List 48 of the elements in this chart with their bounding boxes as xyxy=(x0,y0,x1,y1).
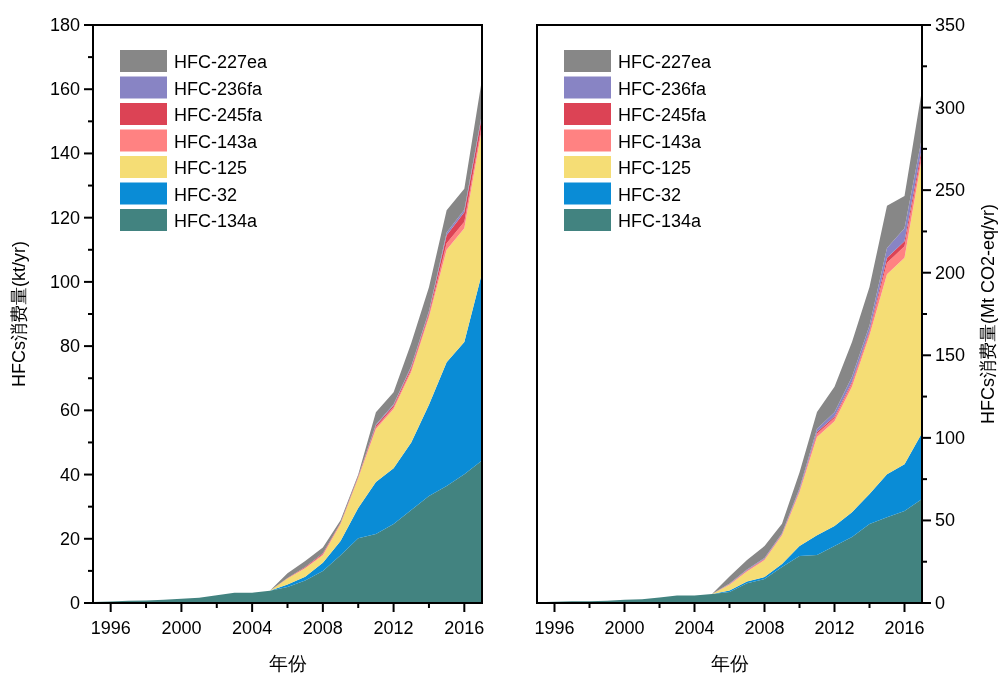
legend-label: HFC-245fa xyxy=(618,105,708,125)
legend-label: HFC-134a xyxy=(618,211,703,231)
legend-label: HFC-125 xyxy=(174,158,248,178)
legend-label: HFC-245fa xyxy=(174,105,264,125)
x-tick-label: 2000 xyxy=(604,618,645,638)
y-tick-label: 140 xyxy=(49,143,80,164)
x-tick-label: 1996 xyxy=(90,618,131,638)
x-tick-label: 2012 xyxy=(814,618,855,638)
y2-tick-label: 100 xyxy=(935,427,966,448)
x-tick-label: 2004 xyxy=(232,618,273,638)
legend-label: HFC-236fa xyxy=(174,78,264,99)
y2-tick-label: 150 xyxy=(935,345,966,366)
legend-label: HFC-143a xyxy=(618,131,703,152)
legend-label: HFC-134a xyxy=(174,211,259,231)
y2-tick-label: 0 xyxy=(935,593,946,613)
x-axis-title: 年份 xyxy=(268,653,307,674)
x-tick-label: 2012 xyxy=(373,618,414,638)
y-tick-label: 100 xyxy=(49,271,80,292)
legend-label: HFC-32 xyxy=(618,184,682,205)
x-tick-label: 2004 xyxy=(674,618,715,638)
y2-axis-title: HFCs消费量(Mt CO2-eq/yr) xyxy=(978,204,998,424)
x-tick-label: 2016 xyxy=(884,618,925,638)
legend-label: HFC-236fa xyxy=(618,78,708,99)
y-axis-title: HFCs消费量(kt/yr) xyxy=(9,241,29,387)
y-tick-label: 0 xyxy=(69,593,80,613)
y-tick-label: 40 xyxy=(59,464,80,485)
y2-tick-label: 200 xyxy=(935,262,966,283)
y-tick-label: 60 xyxy=(59,400,80,421)
x-tick-label: 2008 xyxy=(302,618,343,638)
y-tick-label: 20 xyxy=(59,528,80,549)
y2-tick-label: 300 xyxy=(935,97,966,118)
y2-tick-label: 350 xyxy=(935,15,966,35)
y-tick-label: 180 xyxy=(49,15,80,35)
x-tick-label: 1996 xyxy=(534,618,575,638)
x-tick-label: 2000 xyxy=(161,618,202,638)
legend-label: HFC-32 xyxy=(174,184,238,205)
y-tick-label: 160 xyxy=(49,79,80,100)
y-tick-label: 120 xyxy=(49,207,80,228)
legend-label: HFC-125 xyxy=(618,158,692,178)
y2-tick-label: 250 xyxy=(935,180,966,201)
y2-tick-label: 50 xyxy=(935,510,956,531)
x-axis-title: 年份 xyxy=(710,653,749,674)
legend-label: HFC-143a xyxy=(174,131,259,152)
legend-label: HFC-227ea xyxy=(174,52,269,72)
x-tick-label: 2008 xyxy=(744,618,785,638)
legend-label: HFC-227ea xyxy=(618,52,713,72)
x-tick-label: 2016 xyxy=(444,618,485,638)
y-tick-label: 80 xyxy=(59,336,80,357)
